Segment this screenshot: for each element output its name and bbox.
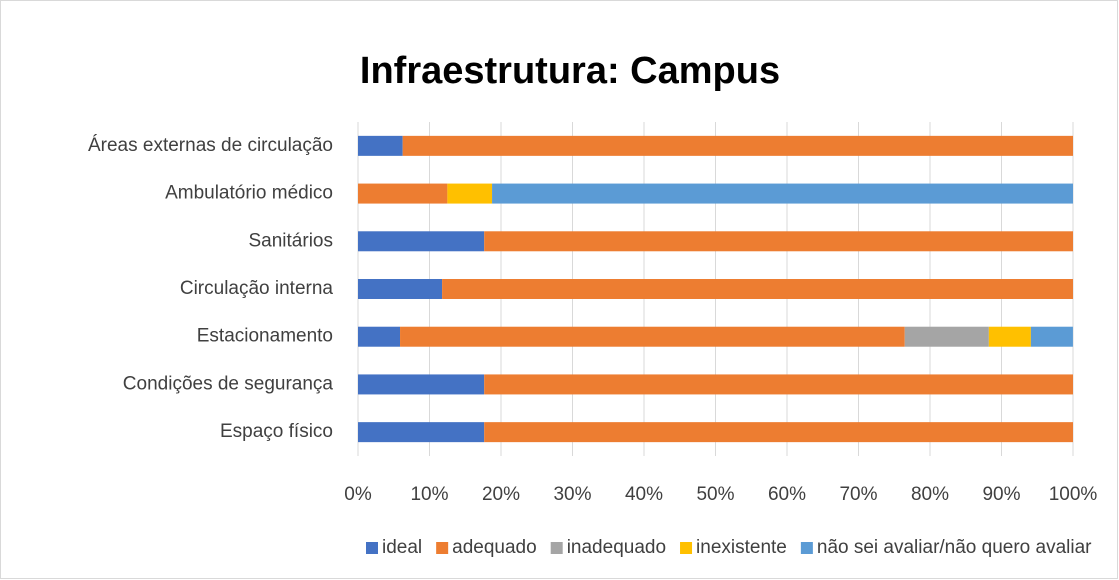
legend-label: não sei avaliar/não quero avaliar <box>817 537 1092 558</box>
legend-swatch <box>550 542 563 554</box>
legend-swatch <box>436 542 449 554</box>
legend-label: adequado <box>452 537 537 558</box>
y-tick-label: Ambulatório médico <box>165 183 333 204</box>
y-tick-label: Circulação interna <box>180 278 334 299</box>
x-tick-label: 90% <box>982 484 1020 505</box>
legend-swatch <box>680 542 693 554</box>
bar-segment <box>442 279 1074 299</box>
bar-segment <box>358 135 403 156</box>
y-tick-label: Sanitários <box>249 230 334 251</box>
y-tick-label: Espaço físico <box>220 421 333 442</box>
bar-segment <box>358 183 448 204</box>
bar-segment <box>1030 326 1073 347</box>
bar-segment <box>484 374 1073 395</box>
legend-swatch <box>800 542 813 554</box>
bar-segment <box>400 326 905 347</box>
chart-title: Infraestrutura: Campus <box>360 50 780 92</box>
y-tick-label: Estacionamento <box>197 326 333 347</box>
bar-segment <box>447 183 493 204</box>
bar-segment <box>484 231 1073 252</box>
x-tick-label: 50% <box>696 484 734 505</box>
bar-segment <box>402 135 1073 156</box>
legend-swatch <box>366 542 378 554</box>
bar-segment <box>492 183 1073 204</box>
x-tick-label: 80% <box>911 484 949 505</box>
bar-segment <box>358 279 443 299</box>
x-tick-label: 60% <box>768 484 806 505</box>
legend-label: inexistente <box>696 537 787 558</box>
bar-segment <box>904 326 989 347</box>
legend-label: ideal <box>382 537 422 558</box>
bar-segment <box>988 326 1031 347</box>
x-tick-label: 30% <box>553 484 591 505</box>
bar-segment <box>358 231 485 252</box>
x-tick-label: 20% <box>482 484 520 505</box>
bar-segment <box>358 326 401 347</box>
y-tick-label: Áreas externas de circulação <box>88 135 333 156</box>
x-tick-label: 0% <box>344 484 372 505</box>
legend-label: inadequado <box>567 537 666 558</box>
y-tick-label: Condições de segurança <box>123 373 334 394</box>
bar-segment <box>358 374 485 395</box>
x-tick-label: 70% <box>839 484 877 505</box>
x-tick-label: 100% <box>1049 484 1098 505</box>
x-tick-label: 10% <box>410 484 448 505</box>
x-tick-label: 40% <box>625 484 663 505</box>
bar-segment <box>358 422 485 443</box>
bar-segment <box>484 422 1073 443</box>
